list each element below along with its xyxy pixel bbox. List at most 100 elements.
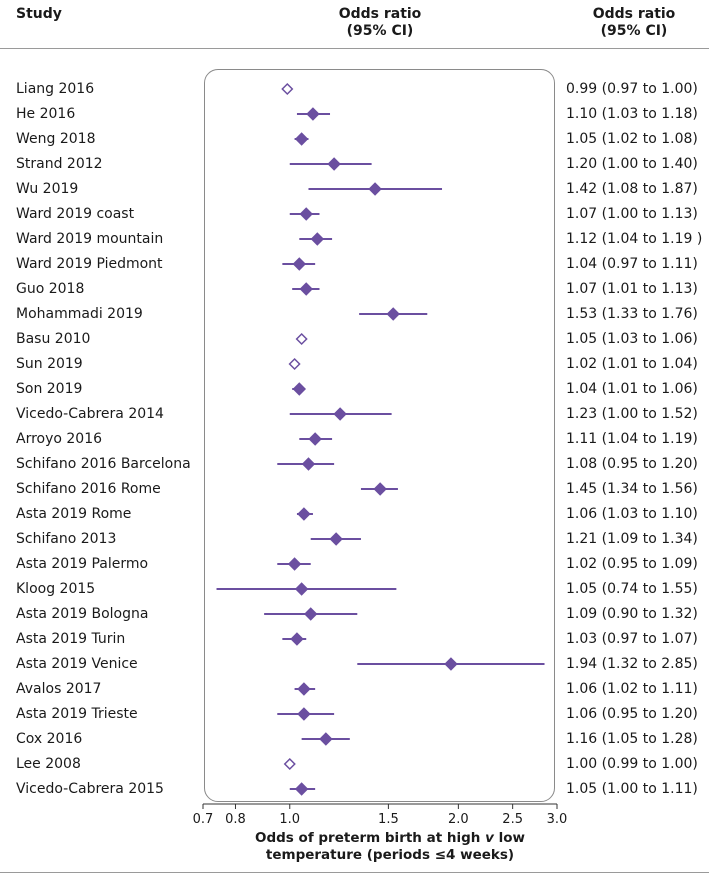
study-ci-text: 1.12 (1.04 to 1.19 ) <box>566 231 703 247</box>
study-label: Arroyo 2016 <box>16 431 103 447</box>
study-ci-text: 1.21 (1.09 to 1.34) <box>566 531 698 547</box>
study-label: Ward 2019 mountain <box>16 231 164 247</box>
x-tick-label: 2.0 <box>448 812 469 827</box>
point-estimate-marker <box>299 207 313 221</box>
right-header-line1: Odds ratio <box>592 6 676 22</box>
study-label: Asta 2019 Bologna <box>16 606 149 622</box>
center-header-line1: Odds ratio <box>338 6 422 22</box>
point-estimate-marker <box>319 732 333 746</box>
study-label: Son 2019 <box>16 381 83 397</box>
study-label: Asta 2019 Turin <box>16 631 126 647</box>
study-label: Cox 2016 <box>16 731 83 747</box>
x-tick-label: 1.5 <box>378 812 399 827</box>
point-estimate-marker <box>333 407 347 421</box>
point-estimate-marker <box>287 557 302 571</box>
x-axis-title-part1: Odds of preterm birth at high <box>255 830 486 846</box>
study-ci-text: 1.06 (1.03 to 1.10) <box>566 506 698 522</box>
study-label: Vicedo-Cabrera 2015 <box>16 781 164 797</box>
study-label: Ward 2019 Piedmont <box>16 256 163 272</box>
point-estimate-marker <box>310 232 325 246</box>
point-estimate-marker <box>301 457 316 471</box>
study-ci-text: 1.04 (0.97 to 1.11) <box>566 256 698 272</box>
study-ci-text: 1.07 (1.00 to 1.13) <box>566 206 698 222</box>
study-ci-text: 1.05 (1.03 to 1.06) <box>566 331 698 347</box>
header-divider <box>0 48 709 49</box>
study-ci-text: 1.20 (1.00 to 1.40) <box>566 156 698 172</box>
study-label: He 2016 <box>16 106 76 122</box>
x-axis-title-line1: Odds of preterm birth at high v low <box>220 830 560 847</box>
footer-divider <box>0 872 709 873</box>
study-label: Wu 2019 <box>16 181 79 197</box>
point-estimate-marker <box>373 482 387 496</box>
study-label: Schifano 2016 Rome <box>16 481 161 497</box>
study-ci-text: 1.10 (1.03 to 1.18) <box>566 106 698 122</box>
point-estimate-marker <box>386 307 400 321</box>
study-label: Asta 2019 Trieste <box>16 706 138 722</box>
study-label: Schifano 2013 <box>16 531 117 547</box>
x-tick-label: 0.7 <box>193 812 214 827</box>
point-estimate-marker <box>297 707 311 721</box>
study-ci-text: 1.45 (1.34 to 1.56) <box>566 481 698 497</box>
study-label: Asta 2019 Palermo <box>16 556 149 572</box>
point-estimate-marker <box>288 357 301 371</box>
point-estimate-marker <box>329 532 343 546</box>
study-ci-text: 1.02 (0.95 to 1.09) <box>566 556 698 572</box>
x-axis-title-part2: low <box>493 830 525 846</box>
point-estimate-marker <box>444 657 458 671</box>
point-estimate-marker <box>327 157 341 171</box>
study-label: Lee 2008 <box>16 756 81 772</box>
study-label: Sun 2019 <box>16 356 83 372</box>
point-estimate-marker <box>297 507 311 521</box>
x-tick-label: 0.8 <box>225 812 246 827</box>
study-label: Asta 2019 Venice <box>16 656 138 672</box>
study-ci-text: 1.07 (1.01 to 1.13) <box>566 281 698 297</box>
point-estimate-marker <box>297 682 311 696</box>
study-ci-text: 1.23 (1.00 to 1.52) <box>566 406 698 422</box>
point-estimate-marker <box>294 132 309 146</box>
point-estimate-marker <box>281 82 294 96</box>
study-ci-text: 1.05 (0.74 to 1.55) <box>566 581 698 597</box>
x-tick-label: 3.0 <box>547 812 568 827</box>
study-ci-text: 1.11 (1.04 to 1.19) <box>566 431 698 447</box>
study-label: Weng 2018 <box>16 131 96 147</box>
point-estimate-marker <box>294 782 309 796</box>
study-label: Avalos 2017 <box>16 681 102 697</box>
study-label: Mohammadi 2019 <box>16 306 143 322</box>
study-column-header: Study <box>16 6 62 22</box>
x-axis-title-line2: temperature (periods ≤4 weeks) <box>265 847 515 863</box>
study-label: Liang 2016 <box>16 81 95 97</box>
study-label: Schifano 2016 Barcelona <box>16 456 191 472</box>
study-label: Strand 2012 <box>16 156 103 172</box>
study-ci-text: 1.03 (0.97 to 1.07) <box>566 631 698 647</box>
study-ci-text: 1.42 (1.08 to 1.87) <box>566 181 698 197</box>
study-ci-text: 1.06 (1.02 to 1.11) <box>566 681 698 697</box>
study-ci-text: 1.05 (1.02 to 1.08) <box>566 131 698 147</box>
study-label: Asta 2019 Rome <box>16 506 132 522</box>
study-ci-text: 1.05 (1.00 to 1.11) <box>566 781 698 797</box>
study-ci-text: 1.06 (0.95 to 1.20) <box>566 706 698 722</box>
x-axis-title: Odds of preterm birth at high v low temp… <box>220 830 560 864</box>
point-estimate-marker <box>294 582 309 596</box>
right-header-line2: (95% CI) <box>600 23 668 39</box>
study-ci-text: 1.08 (0.95 to 1.20) <box>566 456 698 472</box>
study-label: Basu 2010 <box>16 331 91 347</box>
x-tick-label: 2.5 <box>502 812 523 827</box>
x-axis-title-versus: v <box>485 830 494 846</box>
point-estimate-marker <box>304 607 318 621</box>
study-ci-text: 1.53 (1.33 to 1.76) <box>566 306 698 322</box>
study-label: Ward 2019 coast <box>16 206 135 222</box>
point-estimate-marker <box>290 632 304 646</box>
right-column-header: Odds ratio (95% CI) <box>560 6 708 40</box>
study-label: Guo 2018 <box>16 281 85 297</box>
point-estimate-marker <box>295 332 308 346</box>
study-ci-text: 1.04 (1.01 to 1.06) <box>566 381 698 397</box>
study-ci-text: 1.00 (0.99 to 1.00) <box>566 756 698 772</box>
point-estimate-marker <box>292 382 307 396</box>
point-estimate-marker <box>292 257 307 271</box>
center-header-line2: (95% CI) <box>346 23 414 39</box>
point-estimate-marker <box>308 432 322 446</box>
study-ci-text: 1.02 (1.01 to 1.04) <box>566 356 698 372</box>
study-ci-text: 1.09 (0.90 to 1.32) <box>566 606 698 622</box>
study-label: Kloog 2015 <box>16 581 96 597</box>
